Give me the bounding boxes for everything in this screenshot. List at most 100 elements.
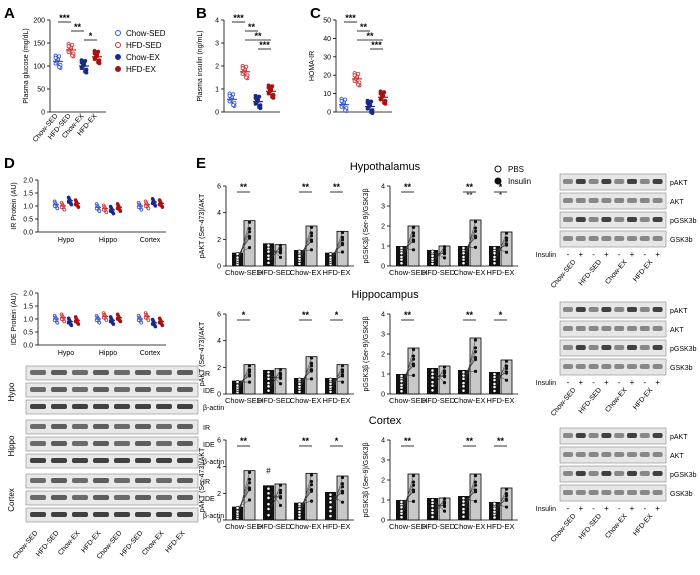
- blot-e-band-strip: [559, 211, 667, 229]
- panel-e-2-1-pair-line: [432, 498, 445, 518]
- panel-d-ide-region-label: Hippo: [99, 350, 117, 357]
- blot-d-band: [135, 370, 151, 375]
- panel-e-0-0-point-insulin: [247, 227, 252, 231]
- blot-e-band-label: GSK3b: [670, 365, 693, 372]
- panel-e-2-1-pair-line: [401, 501, 414, 503]
- panel-e-0-0-point-insulin: [278, 246, 283, 250]
- blot-e-band: [601, 307, 612, 312]
- legend-chow-sed-marker: [115, 30, 121, 36]
- panel-e-0-0-point-pbs: [235, 252, 240, 256]
- blot-d-band: [93, 458, 109, 463]
- blot-e-band: [588, 198, 599, 203]
- panel-e-0-0-point-insulin: [247, 246, 252, 250]
- blot-e-band: [652, 307, 663, 312]
- legend-hfd-sed-label: HFD-SED: [126, 41, 162, 50]
- panel-e-0-0-point-pbs: [297, 249, 302, 254]
- panel-e-2-1-point-insulin: [473, 474, 478, 478]
- panel-e-2-0-point-pbs: [328, 514, 333, 518]
- panel-e-0-1-point-pbs: [399, 251, 404, 256]
- blot-d-band: [93, 387, 109, 392]
- blot-d-band: [135, 458, 151, 463]
- blot-e-band-label: pGSK3b: [670, 472, 697, 479]
- panel-e-1-1-point-pbs: [430, 388, 435, 393]
- panel-e-1-0-point-insulin: [278, 382, 283, 386]
- panel-a-y-label: Plasma glucose (mg/dL): [23, 28, 30, 103]
- blot-e-band: [601, 179, 612, 184]
- panel-d-ir-y-tick-label: 2.0: [23, 178, 33, 185]
- panel-e-0-1-pair-line: [401, 235, 414, 260]
- panel-e-0-0-point-pbs: [266, 253, 271, 258]
- blot-d-band: [30, 387, 46, 392]
- panel-e-0-0-pair-line: [237, 247, 250, 255]
- panel-e-2-1-point-insulin: [411, 488, 416, 492]
- blot-e-band: [627, 452, 637, 457]
- blot-e-insulin-sign: +: [630, 378, 635, 387]
- blot-e-band: [639, 364, 650, 369]
- blot-e-lane-label: Chow-SED: [550, 387, 578, 418]
- panel-e-2-1-point-insulin: [504, 492, 509, 496]
- legend-chow-ex-label: Chow-EX: [126, 53, 160, 62]
- blot-e-band: [563, 217, 573, 222]
- panel-e-2-1-point-pbs: [461, 507, 466, 511]
- panel-e-1-0-point-insulin: [247, 380, 252, 384]
- panel-b-data-point: [227, 93, 232, 98]
- panel-e-2-0-point-insulin: [340, 500, 345, 504]
- panel-b-sig-label: ***: [259, 40, 270, 50]
- panel-e-2-1-pair-line: [401, 481, 414, 511]
- panel-e-1-0-pair-line: [237, 374, 250, 386]
- panel-e-1-0-y-tick-label: 2: [217, 365, 221, 372]
- panel-e-1-1-pair-line: [494, 371, 507, 381]
- panel-a-data-point: [53, 55, 58, 60]
- panel-e-1-0-point-insulin: [309, 356, 314, 360]
- panel-e-2-1-point-pbs: [399, 508, 404, 513]
- panel-c-sig-label: ***: [371, 40, 382, 50]
- panel-e-1-1-pair-line: [463, 357, 476, 379]
- blot-d-band-strip: [25, 473, 199, 489]
- panel-e-0-0-point-insulin: [309, 248, 314, 252]
- panel-d-ide-y-tick-label: 1.5: [23, 304, 33, 311]
- blot-d-band: [135, 495, 151, 500]
- panel-e-2-0-point-pbs: [328, 496, 333, 501]
- blot-e-band: [588, 307, 599, 312]
- panel-e-1-0-pair-line: [237, 375, 250, 384]
- panel-e-0-0-pair-line: [268, 251, 281, 253]
- blot-e-band: [639, 179, 650, 184]
- panel-e-0-1-pair-line: [463, 247, 476, 249]
- panel-c-data-point: [365, 100, 370, 105]
- panel-e-1-1-point-insulin: [473, 338, 478, 342]
- panel-e-0-0-point-insulin: [309, 238, 314, 242]
- panel-b-sig-label: ***: [233, 13, 244, 23]
- panel-e-2-1-point-insulin: [411, 480, 416, 484]
- blot-d-band-strip: [25, 436, 199, 452]
- panel-d-ir-data-point: [62, 207, 67, 212]
- blot-e-lane-label: HFD-EX: [632, 259, 654, 284]
- panel-b-y-tick-label: 4: [215, 18, 219, 25]
- panel-e-2-1-point-insulin: [473, 480, 478, 484]
- blot-e-band: [652, 452, 663, 457]
- panel-e-1-1-point-pbs: [399, 379, 404, 384]
- panel-e-2-0-x-tick-label: HFD-EX: [323, 522, 351, 531]
- blot-e-lane-label: HFD-SED: [578, 259, 603, 287]
- panel-e-1-1-point-pbs: [430, 368, 435, 373]
- blot-e-insulin-sign: -: [618, 504, 621, 513]
- panel-e-0-1-pair-line: [432, 251, 445, 259]
- panel-e-2-0-point-insulin: [309, 473, 314, 477]
- panel-e-2-1-x-tick-label: Chow-SED: [389, 522, 427, 531]
- blot-e-band: [614, 236, 625, 241]
- panel-e-1-1-point-insulin: [442, 365, 447, 369]
- panel-d-ide-data-point: [160, 323, 165, 328]
- panel-e-2-1-pair-line: [494, 499, 507, 509]
- panel-e-1-0-pair-line: [268, 374, 281, 387]
- panel-e-2-0-pair-line: [237, 479, 250, 515]
- region-title-hypothalamus: Hypothalamus: [350, 161, 421, 173]
- panel-e-2-1-y-tick-label: 2: [381, 478, 385, 485]
- blot-e-band-label: AKT: [670, 453, 684, 460]
- blot-e-band: [639, 236, 650, 241]
- panel-e-0-1-point-insulin: [411, 231, 416, 235]
- panel-e-0-1-sig-label-2: **: [466, 191, 472, 200]
- panel-e-1-0-y-tick-label: 0: [217, 392, 221, 399]
- panel-e-1-1-point-insulin: [473, 356, 478, 360]
- blot-d-band-label: β-actin: [203, 459, 224, 466]
- panel-e-2-0-point-pbs: [297, 502, 302, 507]
